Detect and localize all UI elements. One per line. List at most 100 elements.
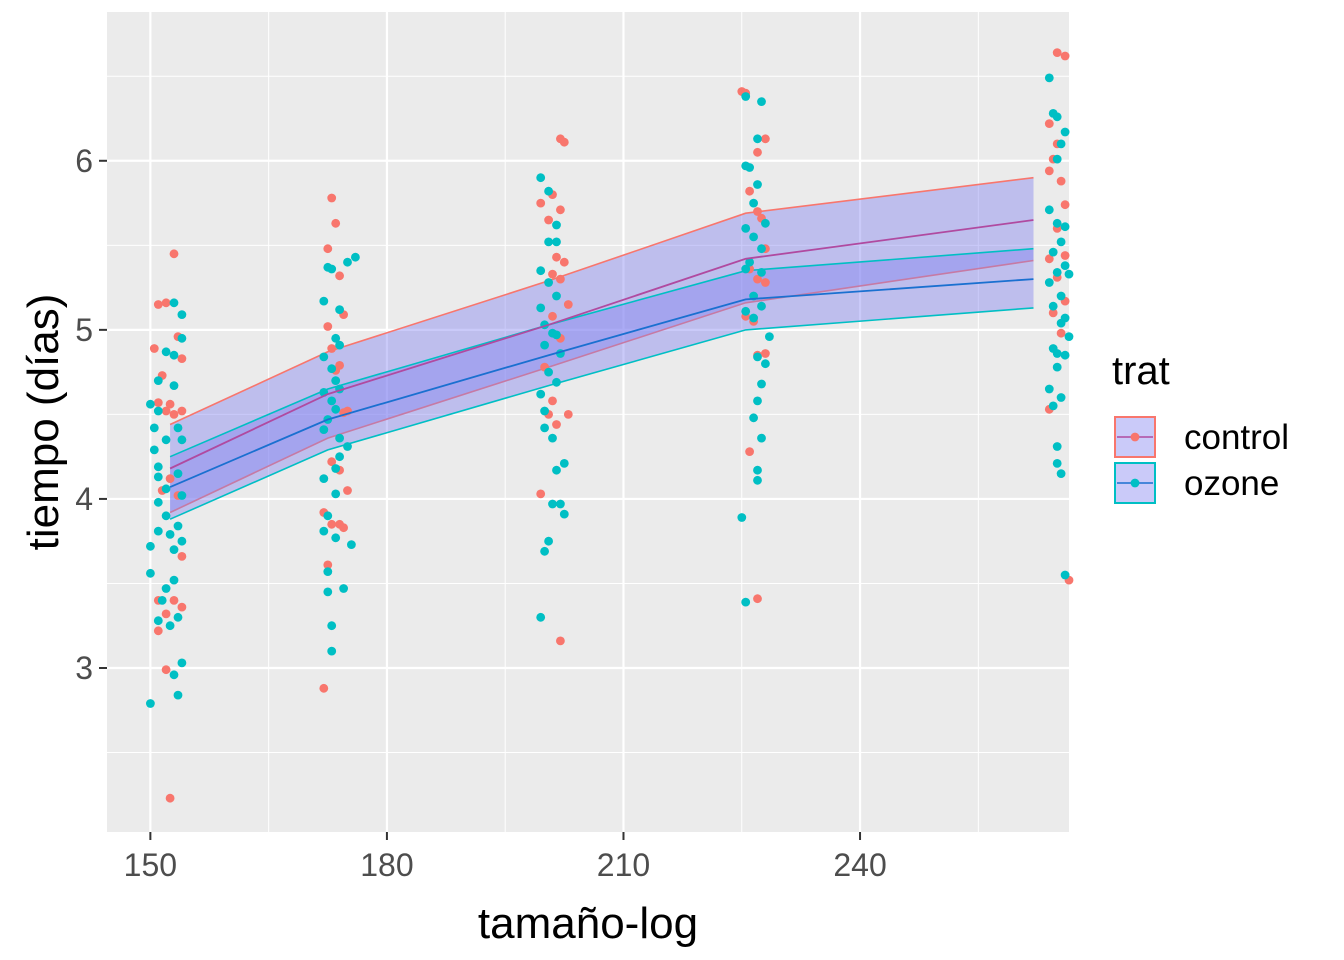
point-ozone: [1052, 349, 1062, 358]
point-ozone: [153, 406, 163, 416]
point-ozone: [343, 257, 352, 267]
point-ozone: [1044, 384, 1054, 394]
legend-label-ozone: ozone: [1184, 464, 1279, 503]
point-ozone: [173, 469, 183, 478]
point-ozone: [161, 435, 171, 445]
point-ozone: [749, 413, 758, 423]
point-ozone: [331, 404, 341, 414]
point-control: [1056, 176, 1066, 186]
point-ozone: [753, 465, 762, 475]
point-control: [1060, 251, 1070, 260]
point-ozone: [753, 396, 762, 406]
point-ozone: [548, 499, 557, 509]
point-control: [548, 311, 557, 321]
point-control: [323, 322, 333, 331]
point-ozone: [552, 377, 561, 387]
point-ozone: [552, 291, 561, 301]
point-control: [177, 602, 187, 612]
point-ozone: [765, 332, 774, 341]
point-control: [559, 137, 569, 147]
point-ozone: [319, 425, 329, 434]
point-ozone: [757, 244, 766, 254]
point-ozone: [737, 513, 747, 522]
confidence-bands: [169, 176, 1034, 520]
y-axis-title: tiempo (días): [19, 294, 68, 551]
point-ozone: [1056, 291, 1066, 301]
point-ozone: [757, 301, 766, 311]
point-control: [556, 205, 565, 215]
point-control: [153, 398, 163, 407]
point-ozone: [1060, 127, 1070, 137]
point-ozone: [540, 406, 549, 416]
point-ozone: [331, 464, 341, 473]
point-ozone: [161, 584, 171, 593]
point-ozone: [169, 350, 179, 360]
point-control: [1056, 328, 1066, 338]
point-ozone: [1056, 237, 1066, 247]
point-control: [1044, 119, 1054, 128]
point-ozone: [153, 376, 163, 385]
point-ozone: [1060, 222, 1070, 232]
point-ozone: [327, 646, 337, 656]
point-ozone: [1044, 73, 1054, 83]
point-ozone: [169, 575, 179, 585]
point-ozone: [335, 452, 344, 462]
point-ozone: [169, 381, 179, 390]
point-ozone: [1052, 268, 1062, 277]
point-control: [323, 244, 333, 254]
grid-minor: [107, 12, 1069, 832]
legend-key-point-ozone: [1130, 478, 1140, 488]
point-control: [177, 354, 187, 363]
point-ozone: [544, 237, 553, 247]
point-control: [161, 665, 171, 675]
confidence-band-control: [170, 177, 1034, 513]
point-ozone: [741, 597, 751, 607]
point-ozone: [552, 237, 561, 247]
point-ozone: [331, 489, 341, 499]
point-control: [753, 147, 762, 157]
point-ozone: [327, 396, 337, 406]
point-control: [331, 218, 341, 228]
point-ozone: [1048, 301, 1058, 311]
point-ozone: [161, 484, 171, 494]
point-ozone: [335, 433, 344, 443]
point-control: [745, 447, 754, 456]
point-ozone: [741, 224, 751, 233]
point-control: [536, 198, 546, 208]
point-ozone: [761, 359, 770, 369]
point-control: [177, 406, 187, 416]
point-control: [552, 252, 561, 262]
point-ozone: [753, 180, 762, 189]
legend-items: control ozone: [1114, 416, 1289, 504]
point-control: [323, 560, 333, 570]
point-ozone: [153, 462, 163, 472]
point-ozone: [149, 423, 159, 433]
point-control: [556, 636, 565, 646]
point-ozone: [165, 621, 175, 631]
point-ozone: [1064, 332, 1074, 341]
point-control: [165, 793, 175, 803]
point-ozone: [157, 596, 167, 605]
fit-line-ozone: [169, 278, 1034, 488]
point-control: [339, 523, 348, 533]
point-ozone: [327, 264, 337, 274]
point-control: [563, 410, 573, 419]
point-ozone: [169, 670, 179, 680]
point-ozone: [319, 352, 329, 362]
point-ozone: [745, 257, 754, 267]
point-ozone: [161, 511, 171, 521]
point-ozone: [327, 364, 337, 374]
point-ozone: [540, 423, 549, 433]
x-tick-label: 210: [597, 847, 650, 883]
point-ozone: [1052, 218, 1062, 228]
point-ozone: [177, 333, 187, 343]
point-ozone: [1052, 154, 1062, 164]
point-ozone: [331, 376, 341, 385]
point-ozone: [161, 347, 171, 357]
point-ozone: [1044, 278, 1054, 287]
point-ozone: [741, 92, 751, 101]
point-ozone: [177, 536, 187, 546]
point-ozone: [536, 303, 546, 313]
point-ozone: [556, 499, 565, 509]
point-ozone: [1048, 247, 1058, 257]
